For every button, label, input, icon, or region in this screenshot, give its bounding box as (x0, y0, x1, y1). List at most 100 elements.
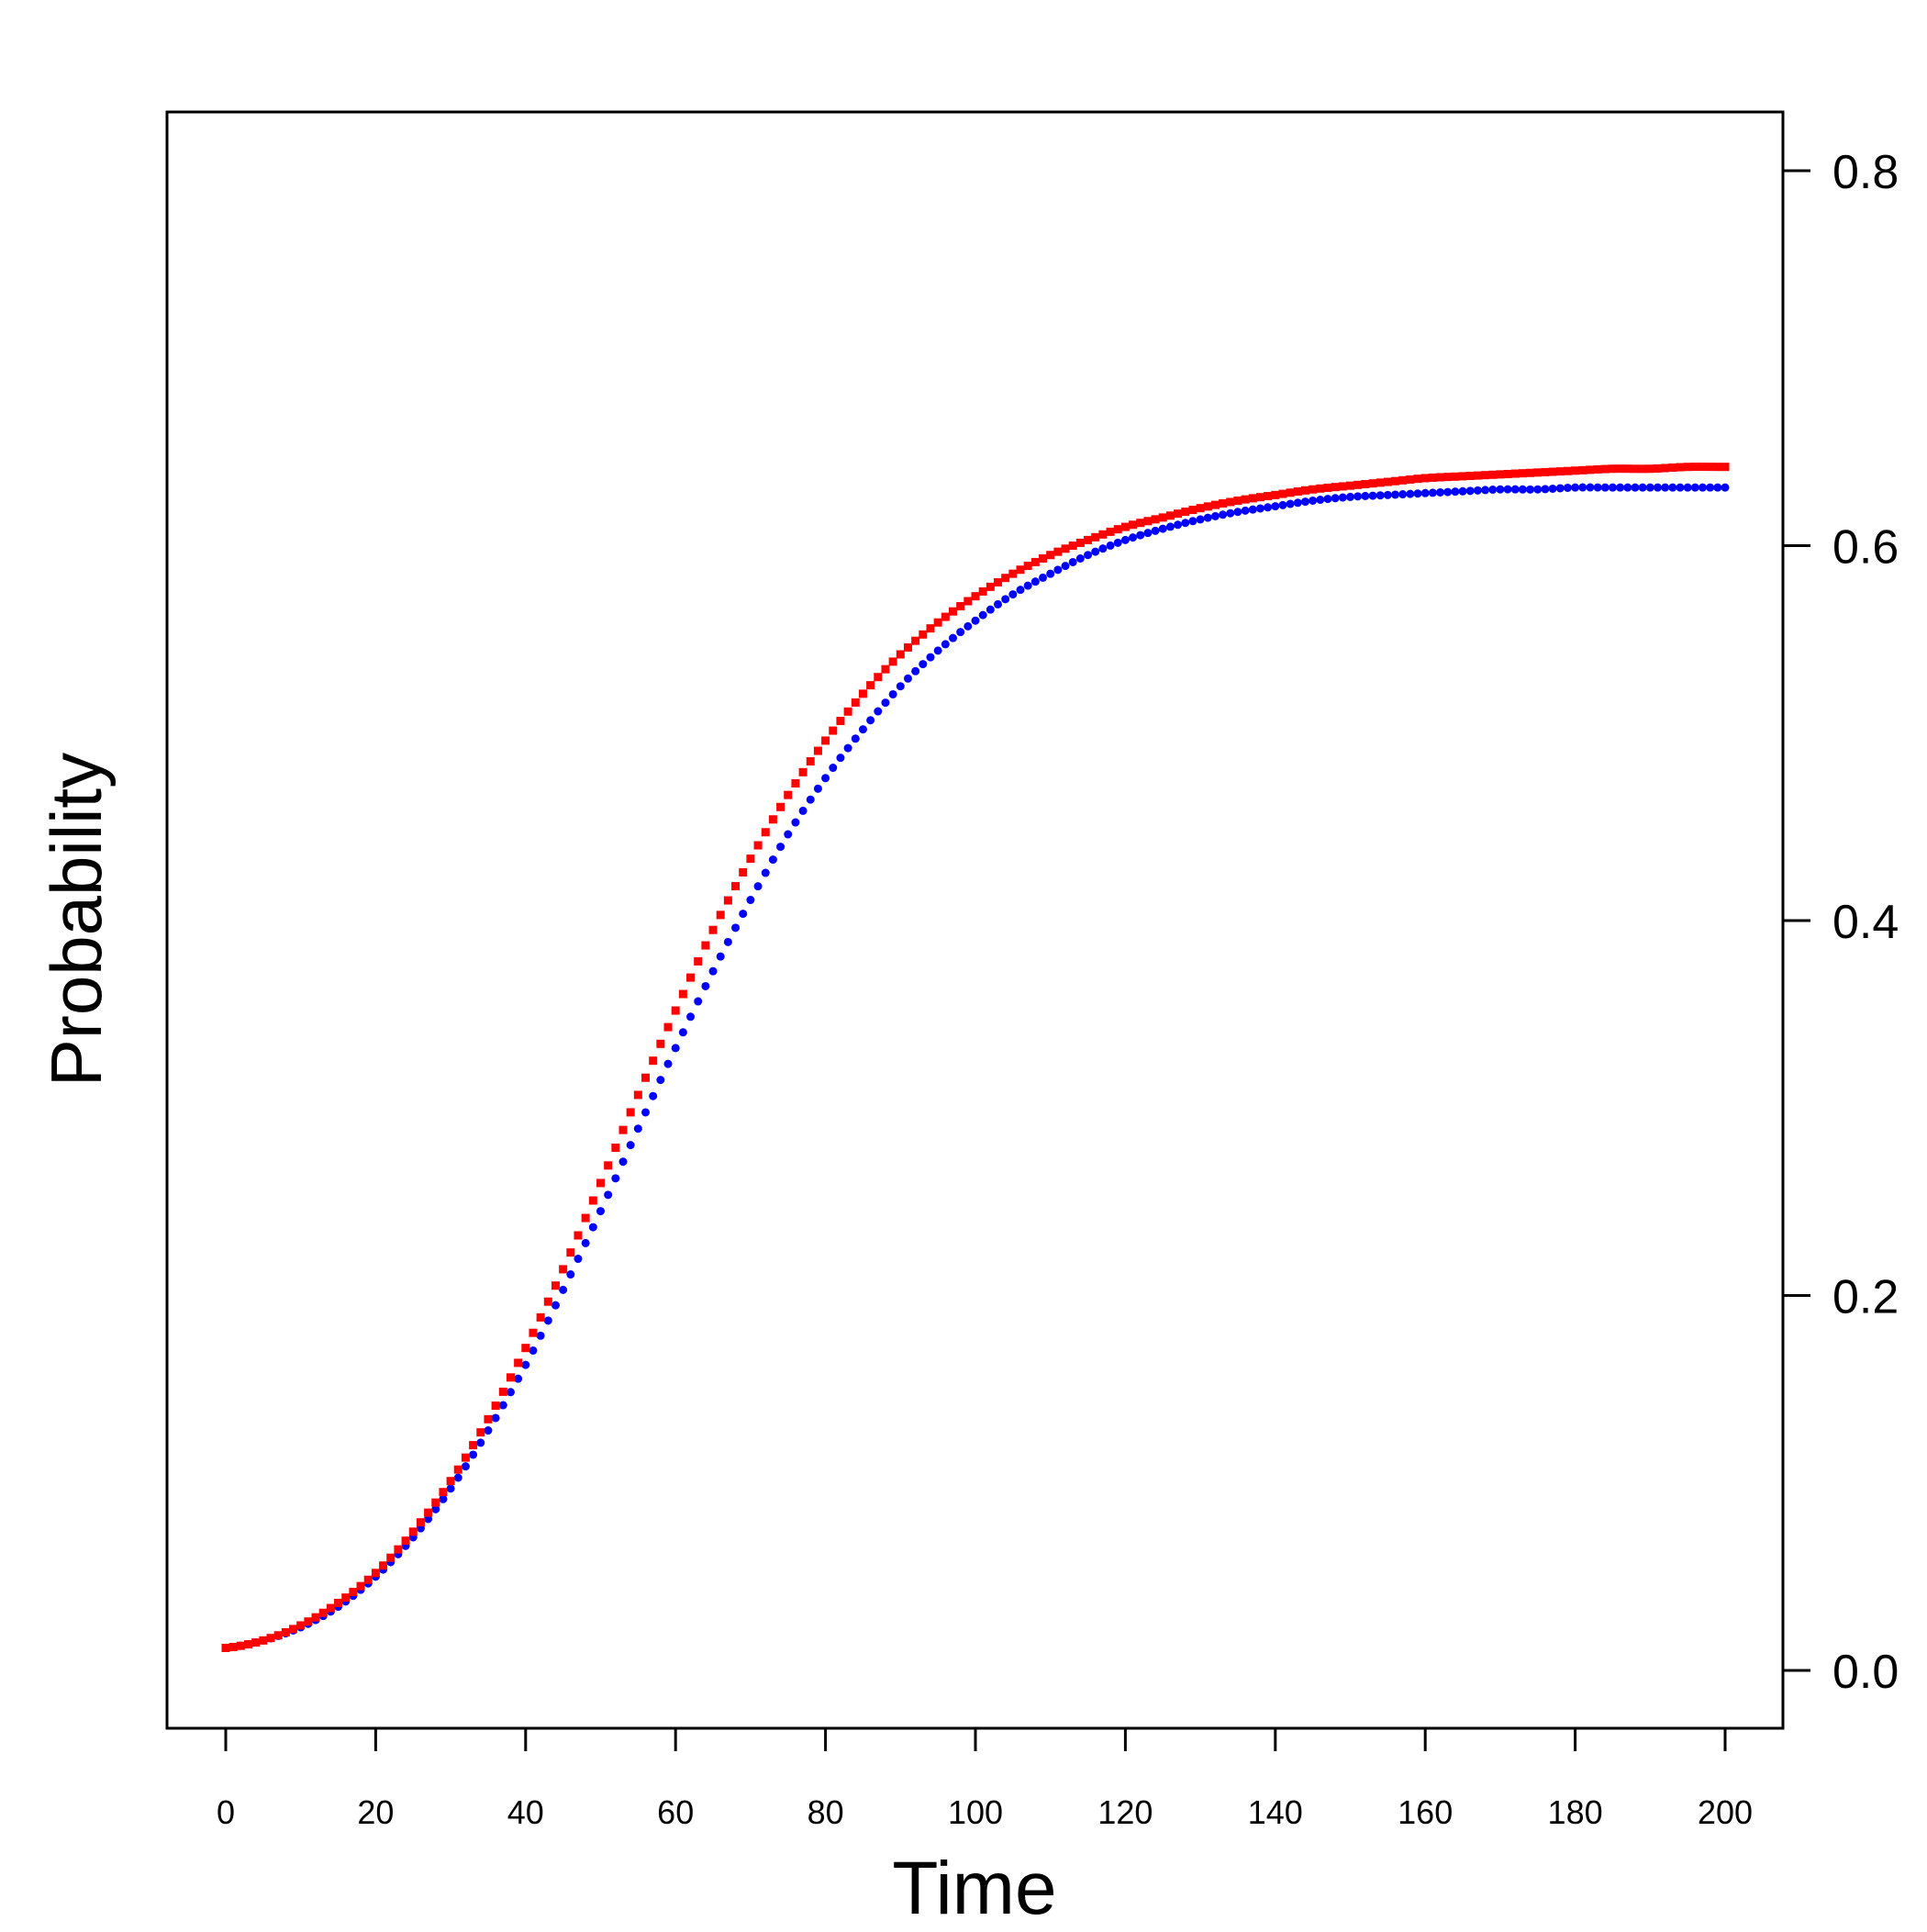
data-point-circle (1690, 483, 1699, 492)
data-point-square (566, 1248, 575, 1257)
data-point-square (1210, 500, 1220, 509)
data-point-circle (986, 605, 995, 614)
data-point-square (1413, 475, 1422, 484)
data-point-circle (498, 1401, 507, 1410)
data-point-circle (1571, 483, 1580, 492)
x-axis-title: Time (892, 1847, 1056, 1927)
data-point-circle (1264, 503, 1273, 512)
data-point-square (1548, 467, 1557, 476)
data-point-circle (1165, 522, 1175, 531)
data-point-circle (701, 981, 710, 990)
data-point-square (843, 707, 852, 716)
data-point-square (551, 1281, 560, 1290)
data-point-circle (708, 966, 718, 976)
data-point-circle (453, 1473, 462, 1482)
data-point-circle (536, 1331, 545, 1340)
data-point-circle (1578, 483, 1587, 492)
data-point-circle (1706, 483, 1715, 492)
data-point-circle (843, 743, 852, 753)
data-point-square (424, 1508, 433, 1517)
data-point-circle (1151, 526, 1160, 535)
data-point-square (1181, 508, 1190, 517)
data-point-square (476, 1428, 485, 1437)
data-point-square (453, 1465, 462, 1474)
data-point-circle (1420, 488, 1430, 497)
data-point-circle (1061, 562, 1070, 571)
data-point-square (1571, 466, 1580, 475)
data-point-square (318, 1608, 328, 1617)
data-point-square (919, 630, 928, 639)
data-point-square (1465, 472, 1475, 481)
x-tick-label: 20 (357, 1793, 394, 1831)
series-blue-circles (221, 483, 1730, 1652)
data-point-circle (1226, 508, 1235, 518)
data-point-square (491, 1402, 500, 1411)
data-point-circle (1428, 488, 1437, 497)
data-point-square (1271, 490, 1280, 499)
data-point-square (903, 642, 912, 652)
data-point-square (1473, 471, 1482, 480)
data-point-square (768, 815, 777, 824)
data-point-square (911, 636, 920, 645)
data-point-square (611, 1144, 620, 1153)
data-point-circle (678, 1028, 687, 1037)
data-point-square (281, 1627, 290, 1636)
data-point-square (1331, 483, 1340, 492)
data-point-square (888, 657, 897, 666)
data-point-circle (588, 1223, 597, 1232)
data-point-square (356, 1581, 365, 1591)
data-point-square (1383, 477, 1392, 486)
data-point-circle (1271, 502, 1280, 511)
data-point-square (1091, 532, 1100, 542)
data-point-circle (446, 1484, 455, 1493)
data-point-circle (431, 1504, 440, 1513)
data-point-square (1420, 474, 1430, 483)
data-point-square (1676, 463, 1685, 472)
y-axis-title: Probability (36, 753, 117, 1087)
data-point-square (514, 1358, 523, 1368)
data-point-circle (1526, 485, 1535, 494)
data-point-circle (1473, 486, 1482, 495)
data-point-square (1338, 482, 1347, 491)
data-point-square (1286, 488, 1295, 497)
data-point-square (1406, 475, 1415, 484)
data-point-circle (753, 882, 763, 891)
data-point-square (469, 1441, 478, 1450)
data-point-square (626, 1108, 635, 1117)
data-point-square (543, 1297, 552, 1306)
data-point-square (851, 698, 860, 707)
data-point-square (1233, 496, 1242, 505)
data-point-circle (1203, 513, 1212, 522)
data-point-square (1578, 465, 1587, 475)
data-point-circle (851, 734, 860, 743)
data-point-circle (1383, 490, 1392, 499)
data-point-square (1721, 463, 1730, 472)
data-point-circle (604, 1190, 613, 1200)
data-point-circle (1075, 554, 1085, 564)
data-point-square (866, 681, 875, 690)
data-point-square (806, 757, 815, 766)
data-point-square (1698, 463, 1707, 472)
data-point-square (1631, 464, 1640, 474)
data-point-square (1616, 464, 1625, 474)
x-tick-label: 160 (1398, 1793, 1453, 1831)
data-point-square (723, 896, 732, 905)
data-point-square (1084, 535, 1093, 544)
data-point-square (874, 673, 883, 682)
data-point-circle (1120, 535, 1130, 544)
data-point-circle (1158, 524, 1167, 533)
data-point-circle (1503, 485, 1512, 494)
data-point-square (446, 1477, 455, 1486)
y-tick-label: 0.2 (1832, 1271, 1899, 1324)
data-point-circle (1001, 595, 1010, 604)
data-point-square (1645, 464, 1654, 474)
x-tick-label: 120 (1097, 1793, 1153, 1831)
data-point-circle (543, 1316, 552, 1325)
data-point-circle (1316, 495, 1325, 504)
data-point-square (1713, 463, 1722, 472)
data-point-circle (1398, 490, 1408, 499)
data-point-square (1376, 478, 1385, 487)
data-point-circle (1510, 485, 1520, 494)
data-point-circle (581, 1238, 590, 1247)
x-tick-label: 100 (948, 1793, 1003, 1831)
